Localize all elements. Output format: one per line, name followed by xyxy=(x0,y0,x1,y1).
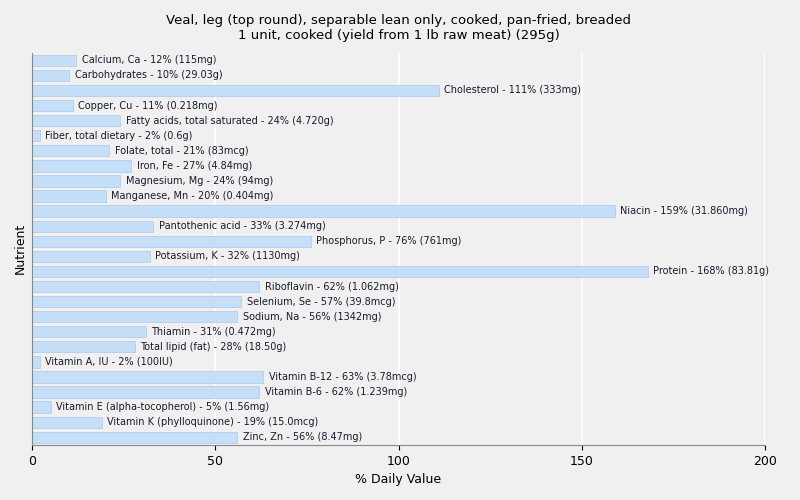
Text: Carbohydrates - 10% (29.03g): Carbohydrates - 10% (29.03g) xyxy=(74,70,222,81)
Bar xyxy=(33,85,439,96)
Text: Vitamin B-12 - 63% (3.78mcg): Vitamin B-12 - 63% (3.78mcg) xyxy=(269,372,416,382)
Text: Vitamin B-6 - 62% (1.239mg): Vitamin B-6 - 62% (1.239mg) xyxy=(265,387,407,397)
Text: Zinc, Zn - 56% (8.47mg): Zinc, Zn - 56% (8.47mg) xyxy=(243,432,362,442)
Text: Manganese, Mn - 20% (0.404mg): Manganese, Mn - 20% (0.404mg) xyxy=(111,191,274,201)
Bar xyxy=(33,130,40,141)
Bar xyxy=(33,386,259,398)
Text: Sodium, Na - 56% (1342mg): Sodium, Na - 56% (1342mg) xyxy=(243,312,382,322)
Bar xyxy=(33,250,150,262)
Text: Riboflavin - 62% (1.062mg): Riboflavin - 62% (1.062mg) xyxy=(265,282,398,292)
Text: Protein - 168% (83.81g): Protein - 168% (83.81g) xyxy=(653,266,769,276)
Text: Pantothenic acid - 33% (3.274mg): Pantothenic acid - 33% (3.274mg) xyxy=(158,221,326,231)
Bar xyxy=(33,296,241,307)
Bar xyxy=(33,145,110,156)
Text: Thiamin - 31% (0.472mg): Thiamin - 31% (0.472mg) xyxy=(151,326,276,336)
Text: Selenium, Se - 57% (39.8mcg): Selenium, Se - 57% (39.8mcg) xyxy=(246,296,395,306)
Text: Folate, total - 21% (83mcg): Folate, total - 21% (83mcg) xyxy=(115,146,249,156)
Text: Vitamin K (phylloquinone) - 19% (15.0mcg): Vitamin K (phylloquinone) - 19% (15.0mcg… xyxy=(107,417,318,427)
Text: Total lipid (fat) - 28% (18.50g): Total lipid (fat) - 28% (18.50g) xyxy=(141,342,286,352)
Bar xyxy=(33,236,310,247)
Text: Calcium, Ca - 12% (115mg): Calcium, Ca - 12% (115mg) xyxy=(82,56,216,66)
Bar xyxy=(33,402,50,413)
Text: Magnesium, Mg - 24% (94mg): Magnesium, Mg - 24% (94mg) xyxy=(126,176,273,186)
Bar xyxy=(33,206,614,217)
Bar xyxy=(33,176,120,186)
Bar xyxy=(33,70,69,81)
Bar xyxy=(33,220,154,232)
Bar xyxy=(33,100,73,111)
Bar xyxy=(33,356,40,368)
Text: Phosphorus, P - 76% (761mg): Phosphorus, P - 76% (761mg) xyxy=(316,236,462,246)
Text: Fatty acids, total saturated - 24% (4.720g): Fatty acids, total saturated - 24% (4.72… xyxy=(126,116,334,126)
Text: Niacin - 159% (31.860mg): Niacin - 159% (31.860mg) xyxy=(620,206,748,216)
Bar xyxy=(33,54,76,66)
Text: Vitamin A, IU - 2% (100IU): Vitamin A, IU - 2% (100IU) xyxy=(46,357,173,367)
Text: Iron, Fe - 27% (4.84mg): Iron, Fe - 27% (4.84mg) xyxy=(137,161,252,171)
Text: Cholesterol - 111% (333mg): Cholesterol - 111% (333mg) xyxy=(444,86,582,96)
Bar xyxy=(33,160,131,172)
Bar xyxy=(33,311,238,322)
Bar xyxy=(33,326,146,338)
Text: Fiber, total dietary - 2% (0.6g): Fiber, total dietary - 2% (0.6g) xyxy=(46,130,193,140)
Text: Vitamin E (alpha-tocopherol) - 5% (1.56mg): Vitamin E (alpha-tocopherol) - 5% (1.56m… xyxy=(56,402,270,412)
Text: Copper, Cu - 11% (0.218mg): Copper, Cu - 11% (0.218mg) xyxy=(78,100,218,110)
Bar xyxy=(33,341,135,352)
Bar xyxy=(33,432,238,443)
Bar xyxy=(33,115,120,126)
Y-axis label: Nutrient: Nutrient xyxy=(14,223,27,274)
Bar xyxy=(33,281,259,292)
Bar xyxy=(33,416,102,428)
Bar xyxy=(33,372,263,382)
Text: Potassium, K - 32% (1130mg): Potassium, K - 32% (1130mg) xyxy=(155,252,300,262)
Bar xyxy=(33,190,106,202)
Bar xyxy=(33,266,647,277)
Title: Veal, leg (top round), separable lean only, cooked, pan-fried, breaded
1 unit, c: Veal, leg (top round), separable lean on… xyxy=(166,14,631,42)
X-axis label: % Daily Value: % Daily Value xyxy=(355,473,442,486)
